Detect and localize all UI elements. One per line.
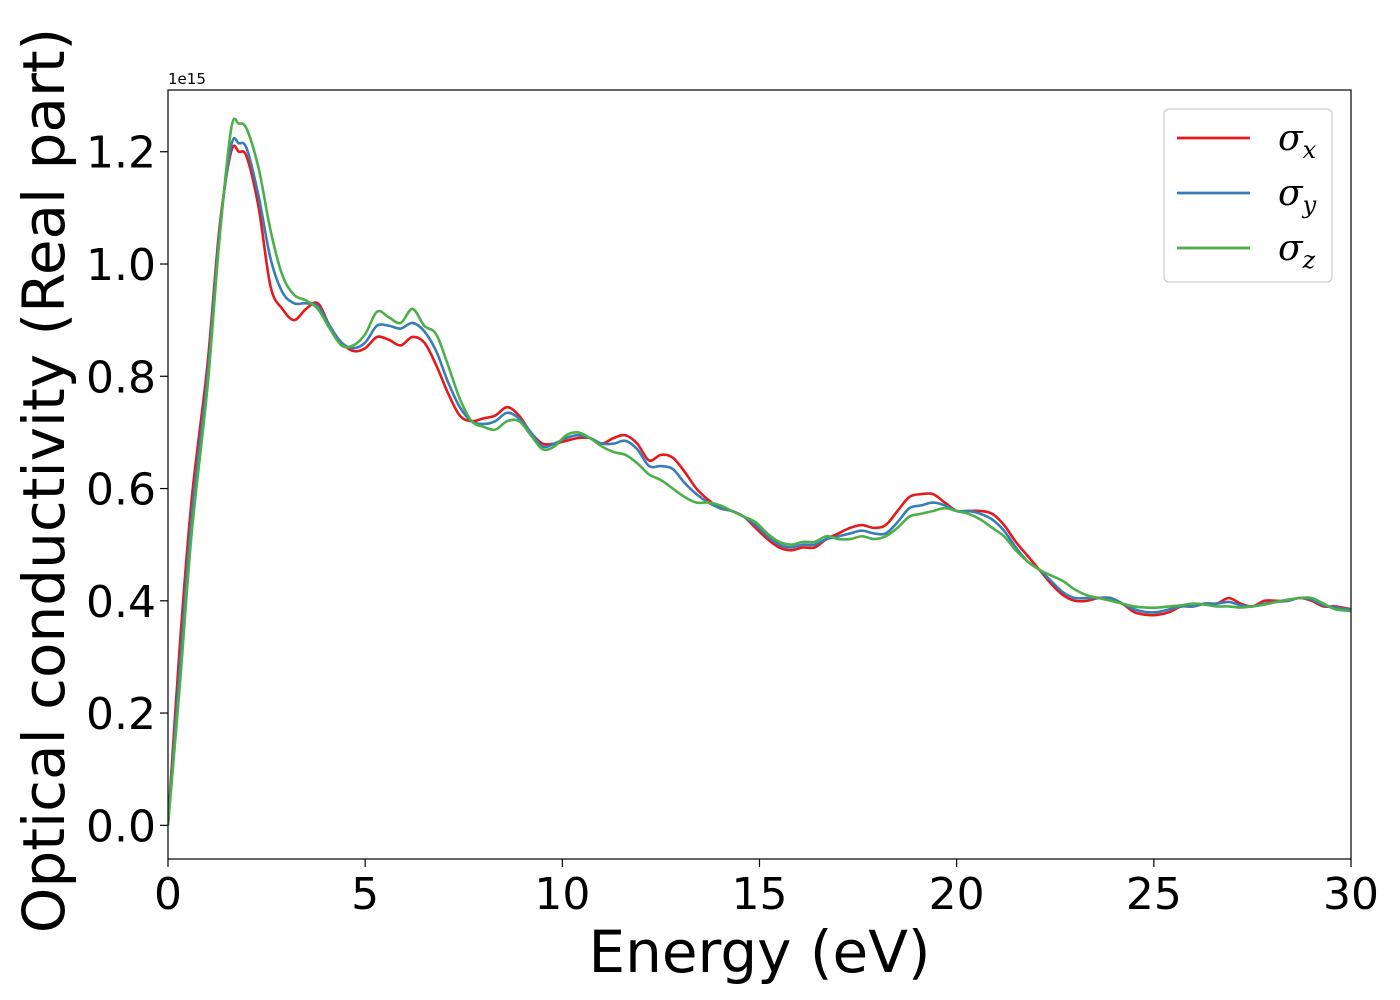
y-tick-label: 0.2 [86,689,156,740]
x-tick-label: 10 [534,869,590,920]
x-tick-label: 0 [154,869,182,920]
y-tick-label: 0.0 [86,801,156,852]
legend-label-symbol: σ [1278,118,1304,159]
y-tick-label: 0.6 [86,465,156,516]
y-tick-label: 0.4 [86,577,156,628]
legend-label-symbol: σ [1278,228,1304,269]
legend-label-z: σz [1278,228,1316,274]
legend-label-y: σy [1278,173,1317,219]
x-axis-label: Energy (eV) [588,918,930,986]
y-axis-label: Optical conductivity (Real part) [10,28,78,933]
x-tick-label: 20 [929,869,985,920]
legend-label-subscript: y [1302,191,1317,219]
y-tick-label: 1.0 [86,240,156,291]
legend-label-symbol: σ [1278,173,1304,214]
legend-label-x: σx [1278,118,1317,164]
y-tick-label: 0.8 [86,352,156,403]
y-offset-label: 1e15 [168,70,206,88]
x-tick-label: 25 [1126,869,1182,920]
plot-area [168,117,1351,826]
y-tick-label: 1.2 [86,128,156,179]
x-tick-label: 5 [351,869,379,920]
axis-ticks: 0 5 10 15 20 25 30 0.0 0.2 0.4 0.6 0.8 1.0 1.2 [86,128,1379,920]
legend-label-subscript: z [1302,246,1316,274]
x-tick-label: 30 [1323,869,1379,920]
series-line-z [168,117,1351,826]
x-tick-label: 15 [732,869,788,920]
legend-box [1163,108,1333,283]
legend-label-subscript: x [1303,136,1317,164]
